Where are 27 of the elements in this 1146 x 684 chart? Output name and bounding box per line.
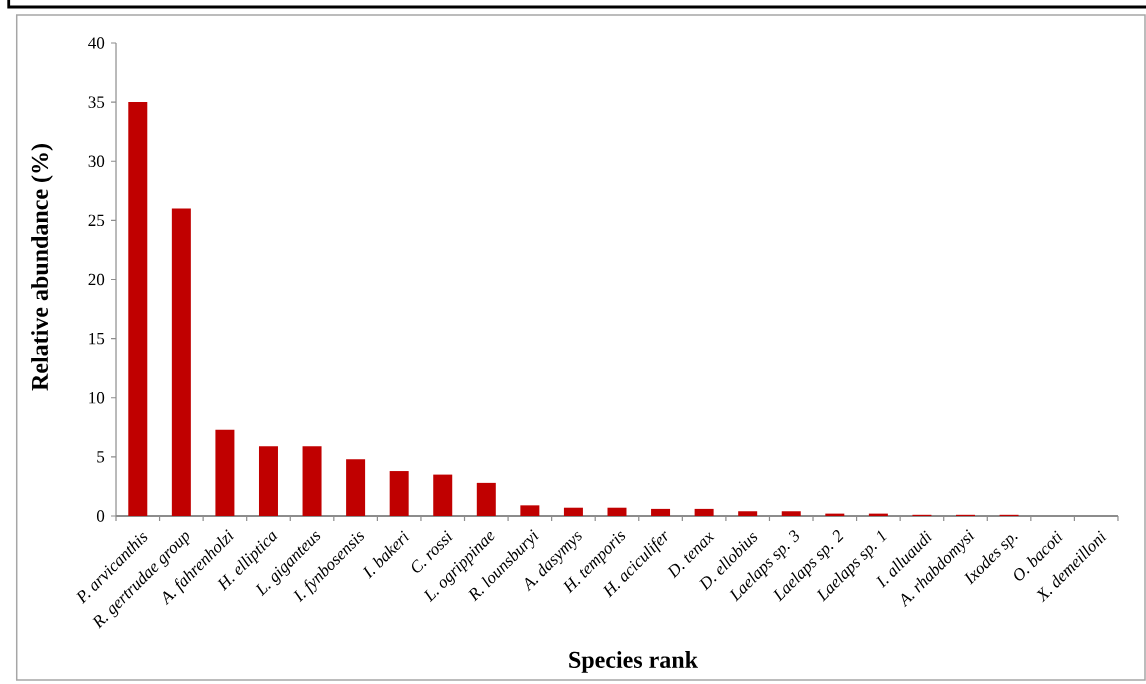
y-tick-label: 5	[97, 451, 105, 463]
y-axis-title: Relative abundance (%)	[31, 144, 53, 391]
bar	[563, 507, 583, 516]
bar	[128, 102, 148, 516]
y-tick-label: 20	[88, 273, 105, 286]
bar	[476, 482, 496, 516]
y-tick-label: 10	[89, 392, 105, 404]
y-tick-label: 35	[88, 96, 105, 108]
bar	[520, 505, 540, 516]
bar	[258, 446, 278, 516]
y-tick-label: 40	[88, 37, 105, 49]
bar	[694, 508, 714, 516]
bar	[607, 507, 627, 516]
bar	[389, 471, 409, 516]
bar	[171, 208, 191, 516]
y-tick-label: 30	[88, 155, 105, 167]
bar	[781, 511, 801, 516]
bar	[651, 508, 671, 516]
bar	[215, 429, 235, 516]
y-tick-label: 25	[88, 214, 105, 227]
bar	[302, 446, 322, 516]
bar	[738, 511, 758, 516]
y-tick-label: 15	[89, 332, 105, 345]
y-tick-label: 0	[96, 510, 105, 522]
x-axis-title: Species rank	[569, 651, 698, 673]
bar	[433, 474, 453, 516]
bar	[346, 459, 366, 516]
